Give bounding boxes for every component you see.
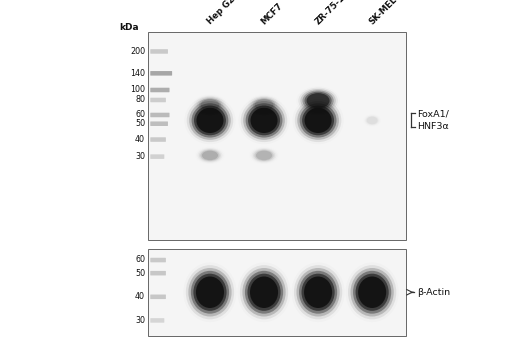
FancyBboxPatch shape [150,121,168,126]
Text: 50: 50 [135,268,145,278]
Ellipse shape [187,99,233,142]
Text: β-Actin: β-Actin [418,288,451,297]
Ellipse shape [256,150,272,160]
Text: ZR-75-1: ZR-75-1 [313,0,347,26]
Ellipse shape [194,106,226,135]
Ellipse shape [248,106,280,135]
Ellipse shape [301,89,336,112]
Text: 30: 30 [135,316,145,325]
Ellipse shape [303,90,334,111]
Ellipse shape [188,268,231,316]
Ellipse shape [191,103,228,138]
Ellipse shape [248,274,281,311]
Ellipse shape [241,99,287,142]
Ellipse shape [297,101,339,140]
Ellipse shape [202,150,218,160]
Ellipse shape [300,103,336,138]
Text: 80: 80 [135,95,145,104]
Ellipse shape [350,268,394,316]
FancyBboxPatch shape [150,113,170,117]
Text: 40: 40 [135,135,145,144]
Ellipse shape [200,150,219,161]
Ellipse shape [201,99,219,111]
Ellipse shape [299,271,337,314]
FancyBboxPatch shape [150,295,166,299]
Ellipse shape [302,106,334,135]
Ellipse shape [358,276,386,308]
Text: Hep G2: Hep G2 [205,0,237,26]
FancyBboxPatch shape [150,137,166,142]
Ellipse shape [197,97,223,112]
Text: kDa: kDa [120,23,139,32]
Ellipse shape [251,97,277,112]
Ellipse shape [305,108,332,133]
Text: 100: 100 [130,85,145,94]
Text: 50: 50 [135,119,145,128]
Ellipse shape [191,271,229,314]
Ellipse shape [253,149,275,162]
Ellipse shape [251,108,278,133]
Ellipse shape [254,150,274,161]
Ellipse shape [245,271,283,314]
Ellipse shape [250,276,278,308]
Ellipse shape [196,276,224,308]
Ellipse shape [304,276,332,308]
Text: 60: 60 [135,256,145,264]
Ellipse shape [255,99,274,111]
FancyBboxPatch shape [150,318,164,323]
Ellipse shape [294,265,342,319]
Ellipse shape [305,92,332,110]
Ellipse shape [356,274,389,311]
Text: 30: 30 [135,152,145,161]
Text: MCF7: MCF7 [259,1,284,26]
Ellipse shape [199,149,221,162]
Ellipse shape [353,271,391,314]
FancyBboxPatch shape [150,49,168,54]
FancyBboxPatch shape [148,248,406,336]
FancyBboxPatch shape [150,98,166,102]
FancyBboxPatch shape [150,71,172,76]
FancyBboxPatch shape [150,88,170,92]
Ellipse shape [240,265,288,319]
Ellipse shape [189,101,231,140]
Text: 40: 40 [135,292,145,301]
Ellipse shape [186,265,234,319]
Ellipse shape [296,268,340,316]
FancyBboxPatch shape [150,154,164,159]
Text: HNF3α: HNF3α [417,122,449,131]
FancyBboxPatch shape [150,258,166,262]
Ellipse shape [298,88,338,114]
Ellipse shape [242,268,285,316]
Ellipse shape [253,98,275,112]
Text: FoxA1/: FoxA1/ [417,109,449,118]
Ellipse shape [245,103,282,138]
Ellipse shape [193,274,227,311]
Ellipse shape [348,265,396,319]
FancyBboxPatch shape [148,32,406,240]
FancyBboxPatch shape [150,271,166,275]
Ellipse shape [199,98,221,112]
Ellipse shape [295,99,341,142]
Text: SK-MEL-5: SK-MEL-5 [367,0,406,26]
Ellipse shape [302,274,335,311]
Ellipse shape [307,93,330,108]
Ellipse shape [197,108,224,133]
Ellipse shape [243,101,285,140]
Text: 140: 140 [130,69,145,78]
Text: 200: 200 [130,47,145,56]
Text: 60: 60 [135,110,145,119]
